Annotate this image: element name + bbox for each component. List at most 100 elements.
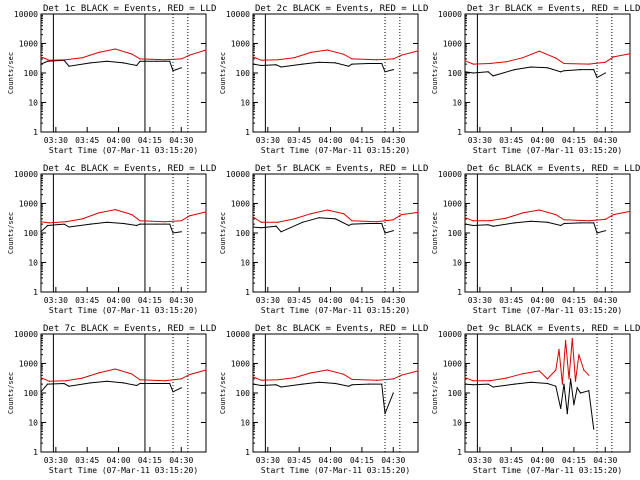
x-tick-label: 04:30 [169,296,193,305]
y-tick-label: 1000 [231,40,250,49]
data-point [169,60,171,62]
y-axis-label: Counts/sec [7,52,15,94]
data-point [464,217,466,219]
x-tick-label: 04:00 [107,456,131,465]
y-tick-label: 10000 [226,10,250,19]
data-point [89,62,92,64]
data-point [593,69,595,71]
data-point [114,48,116,50]
series-line-events [464,66,606,79]
x-axis-label: Start Time (07-Mar-11 03:15:20) [261,306,410,315]
data-point [629,210,631,212]
x-tick-label: 04:30 [593,136,617,145]
data-point [487,383,489,385]
data-point [277,221,279,223]
data-point [139,58,141,60]
data-point [136,224,138,227]
data-point [546,382,549,385]
data-point [136,64,138,67]
data-point [464,377,466,379]
data-point [560,224,562,227]
data-point [65,380,67,382]
data-point [275,225,277,227]
x-tick-label: 04:30 [169,456,193,465]
data-point [538,50,540,52]
data-point [392,219,394,221]
data-point [505,377,507,379]
data-point [513,69,516,71]
x-tick-label: 03:30 [256,136,280,145]
x-tick-label: 04:00 [531,456,555,465]
x-tick-label: 04:30 [381,296,405,305]
y-tick-label: 1000 [19,40,38,49]
data-point [81,218,83,220]
y-tick-label: 1000 [231,200,250,209]
data-point [106,60,108,62]
data-point [172,391,174,393]
y-axis-label: Counts/sec [431,212,439,254]
y-tick-label: 10000 [438,170,462,179]
data-point [472,380,474,382]
data-point [277,59,279,61]
y-tick-label: 10 [452,259,462,268]
y-axis-label: Counts/sec [219,372,227,414]
data-point [164,380,166,382]
data-point [464,223,466,225]
data-point [318,61,320,63]
x-tick-label: 03:30 [468,136,492,145]
data-point [40,231,42,233]
x-tick-label: 03:30 [44,296,68,305]
y-tick-label: 10 [28,99,38,108]
data-point [400,54,403,56]
data-point [280,231,282,233]
data-point [205,211,207,213]
data-point [334,218,337,220]
panel-title: Det 6c BLACK = Events, RED = LLD [467,164,640,174]
panel-2: Det 2c BLACK = Events, RED = LLD 1 10 100 10… [219,4,428,155]
data-point [392,230,394,232]
y-tick-label: 100 [236,69,251,78]
plot-frame [252,13,419,133]
data-point [351,378,353,380]
x-tick-label: 04:15 [138,456,162,465]
x-axis-label: Start Time (07-Mar-11 03:15:20) [49,306,198,315]
y-tick-label: 100 [448,389,463,398]
series-line-lld [40,48,207,61]
data-point [563,222,565,225]
data-point [139,60,141,62]
data-point [260,379,262,381]
x-tick-label: 03:45 [75,136,99,145]
data-point [136,384,138,387]
x-tick-label: 03:30 [44,136,68,145]
y-tick-label: 100 [24,69,39,78]
data-point [63,223,65,225]
data-point [205,49,207,51]
series-line-events [40,59,182,72]
data-point [40,63,42,65]
data-point [588,63,590,65]
data-point [40,221,42,223]
data-point [588,220,590,222]
series-line-lld [252,209,419,223]
data-point [530,381,532,383]
data-point [139,382,141,385]
data-point [122,382,125,384]
data-point [588,390,590,392]
x-tick-label: 04:15 [138,136,162,145]
panel-7: Det 7c BLACK = Events, RED = LLD 1 10 100 10… [7,324,216,475]
data-point [400,374,403,376]
data-point [334,382,337,385]
plot-frame [464,333,631,453]
data-point [252,376,254,378]
y-tick-label: 1 [457,288,462,297]
x-tick-label: 04:30 [381,136,405,145]
data-point [277,379,279,381]
y-tick-label: 10000 [14,10,38,19]
data-point [530,220,532,222]
data-point [563,219,565,221]
data-point [260,384,262,387]
data-point [40,391,42,393]
x-axis-label: Start Time (07-Mar-11 03:15:20) [261,146,410,155]
data-point [155,223,158,225]
data-point [47,224,49,227]
